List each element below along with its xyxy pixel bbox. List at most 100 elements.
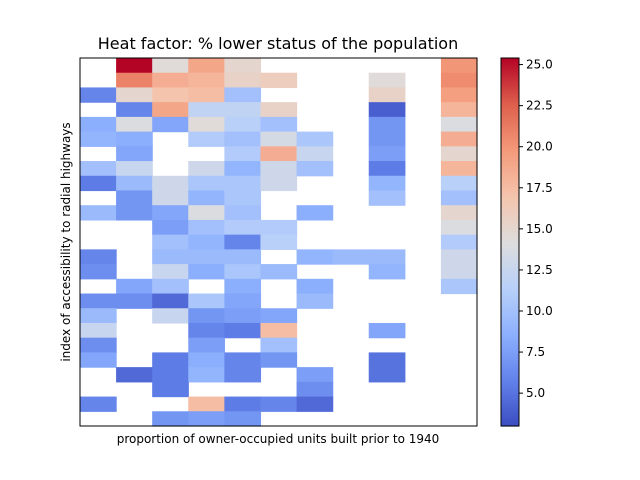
colorbar-segment <box>501 248 519 251</box>
colorbar-segment <box>501 314 519 317</box>
heatmap-cell <box>368 249 406 265</box>
colorbar-segment <box>501 380 519 383</box>
heatmap-cell <box>224 396 262 412</box>
colorbar-segment <box>501 258 519 261</box>
colorbar-segment <box>501 134 519 137</box>
heatmap-cell <box>260 116 298 133</box>
heatmap-cell <box>440 249 478 265</box>
colorbar-segment <box>501 294 519 297</box>
colorbar-segment <box>501 238 519 241</box>
heatmap-cell <box>224 131 262 147</box>
heatmap-cell <box>440 190 478 206</box>
colorbar-segment <box>501 122 519 125</box>
heatmap-cell <box>116 205 153 221</box>
heatmap-cell <box>188 396 225 412</box>
colorbar-frame <box>500 57 520 427</box>
heatmap-cell <box>116 146 153 162</box>
heatmap-cell <box>188 219 225 236</box>
heatmap-cell <box>260 322 298 339</box>
colorbar-segment <box>501 64 519 67</box>
colorbar-segment <box>501 288 519 291</box>
colorbar-segment <box>501 276 519 279</box>
heatmap-cell <box>152 293 189 309</box>
colorbar-segment <box>501 282 519 285</box>
heatmap-cell <box>80 308 117 324</box>
colorbar-segment <box>501 170 519 173</box>
heatmap-cell <box>332 249 370 265</box>
heatmap-cell <box>224 322 262 339</box>
colorbar-segment <box>501 374 519 377</box>
heatmap-cell <box>260 161 298 177</box>
heatmap-cell <box>152 367 189 383</box>
heatmap-cell <box>260 175 298 192</box>
colorbar-segment <box>501 136 519 139</box>
colorbar-segment <box>501 160 519 163</box>
colorbar-segment <box>501 274 519 277</box>
heatmap-cell <box>440 87 478 103</box>
heatmap-cell <box>440 234 478 250</box>
heatmap-cell <box>188 72 225 89</box>
heatmap-cell <box>224 58 262 74</box>
heatmap-cell <box>80 396 117 412</box>
heatmap-cell <box>80 352 117 368</box>
colorbar-segment <box>501 114 519 117</box>
colorbar-segment <box>501 352 519 355</box>
heatmap-cell <box>224 205 262 221</box>
colorbar-segment <box>501 178 519 181</box>
colorbar-segment <box>501 386 519 389</box>
colorbar-segment <box>501 372 519 375</box>
heatmap-cell <box>80 249 117 265</box>
colorbar-segment <box>501 138 519 141</box>
colorbar-segment <box>501 418 519 421</box>
heatmap-cell <box>440 102 478 118</box>
colorbar-tick-label: 7.5 <box>526 345 545 359</box>
heatmap-cell <box>296 146 334 162</box>
heatmap-cell <box>296 396 334 412</box>
heatmap-cell <box>188 308 225 324</box>
heatmap-cell <box>440 175 478 192</box>
heatmap-cell <box>440 72 478 89</box>
heatmap-cell <box>224 249 262 265</box>
heatmap-cells <box>80 58 478 427</box>
colorbar-segment <box>501 318 519 321</box>
heatmap-cell <box>152 352 189 368</box>
colorbar-segment <box>501 224 519 227</box>
colorbar-tick-label: 17.5 <box>526 181 553 195</box>
colorbar-segment <box>501 226 519 229</box>
heatmap-cell <box>224 72 262 89</box>
heatmap-cell <box>224 219 262 236</box>
heatmap-cell <box>80 293 117 309</box>
colorbar-segment <box>501 194 519 197</box>
heatmap-cell <box>188 249 225 265</box>
colorbar-segment <box>501 126 519 129</box>
colorbar-segment <box>501 408 519 411</box>
heatmap-cell <box>116 175 153 192</box>
colorbar-segment <box>501 140 519 143</box>
colorbar-segment <box>501 240 519 243</box>
heatmap-cell <box>152 219 189 236</box>
heatmap-cell <box>296 131 334 147</box>
heatmap-cell <box>224 87 262 103</box>
heatmap-cell <box>224 367 262 383</box>
heatmap-cell <box>440 58 478 74</box>
colorbar-segment <box>501 310 519 313</box>
heatmap-cell <box>116 293 153 309</box>
colorbar-segment <box>501 366 519 369</box>
colorbar-segment <box>501 182 519 185</box>
heatmap-cell <box>152 411 189 427</box>
colorbar-tick-label: 12.5 <box>526 263 553 277</box>
colorbar-segment <box>501 118 519 121</box>
colorbar-segment <box>501 96 519 99</box>
colorbar-segment <box>501 230 519 233</box>
colorbar-segment <box>501 298 519 301</box>
colorbar-segment <box>501 228 519 231</box>
heatmap-cell <box>152 249 189 265</box>
colorbar-segment <box>501 168 519 171</box>
colorbar-segment <box>501 354 519 357</box>
plot-frame <box>79 57 478 427</box>
heatmap-cell <box>152 308 189 324</box>
colorbar-segment <box>501 414 519 417</box>
colorbar-segment <box>501 390 519 393</box>
colorbar-segment <box>501 218 519 221</box>
